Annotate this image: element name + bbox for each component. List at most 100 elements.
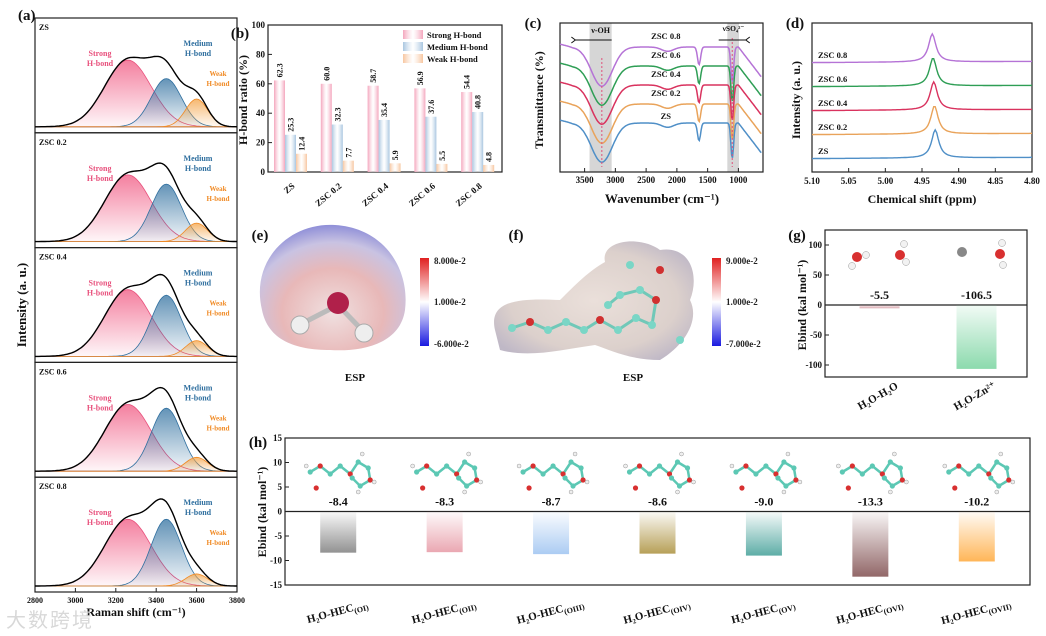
strong-label: H-bond <box>87 518 114 527</box>
y-tick-label: -50 <box>810 330 822 340</box>
strong-label: H-bond <box>87 59 114 68</box>
data-label: -9.0 <box>754 495 773 509</box>
y-axis-label: H-bond ratio (%) <box>236 55 250 145</box>
weak-label: Weak <box>209 185 226 193</box>
atom <box>530 463 536 469</box>
weak-label: H-bond <box>207 539 230 547</box>
series-label: ZSC 0.8 <box>818 50 847 60</box>
fitted-peak-strong <box>35 404 237 472</box>
molecule-structure <box>729 451 803 495</box>
esp-surface-water <box>259 224 406 351</box>
data-label: 12.4 <box>298 137 307 151</box>
strong-label: Strong <box>89 49 112 58</box>
so4-annotation: νSO₄²⁻ <box>722 24 745 33</box>
x-tick-subscript: (OII) <box>458 603 478 616</box>
x-tick-label: ZSC 0.4 <box>360 180 391 208</box>
atom <box>988 475 994 481</box>
atom <box>337 463 343 469</box>
water-oxygen <box>632 485 639 491</box>
strong-label: H-bond <box>87 403 114 412</box>
bar-weak <box>389 163 401 172</box>
nmr-ZSC-0.8 <box>812 32 1033 64</box>
y-tick-label: 60 <box>256 79 266 89</box>
bar <box>320 511 357 553</box>
data-label: -13.3 <box>858 495 883 509</box>
hydrogen-atom <box>679 451 684 457</box>
molecule-structure <box>942 451 1016 495</box>
hydrogen-atom <box>371 479 377 485</box>
sample-label: ZSC 0.8 <box>39 482 67 491</box>
atom <box>568 459 574 465</box>
y-tick-label: -5 <box>275 531 283 541</box>
bar <box>745 511 782 556</box>
atom <box>562 318 570 326</box>
atom <box>791 465 797 471</box>
atom <box>544 326 552 334</box>
hydrogen-atom <box>478 479 483 485</box>
envelope-curve <box>35 273 237 358</box>
medium-label: Medium <box>184 39 213 48</box>
x-tick-label: 1000 <box>729 175 748 185</box>
data-label: 37.6 <box>427 100 436 114</box>
atom <box>570 483 576 489</box>
colorbar <box>712 258 721 346</box>
bar-strong <box>461 92 473 172</box>
weak-label: H-bond <box>207 424 230 432</box>
y-tick-label: 40 <box>256 108 266 118</box>
series-label: ZSC 0.6 <box>818 74 847 84</box>
atom <box>899 477 905 483</box>
bar-strong <box>320 83 332 172</box>
hydrogen-atom <box>781 489 787 495</box>
arrow-left-icon <box>571 36 612 44</box>
atom <box>474 477 480 483</box>
strong-label: Strong <box>89 279 112 288</box>
x-tick-label: H₂O-HEC(OVII) <box>940 597 1013 629</box>
atom <box>580 326 588 334</box>
atom <box>897 465 903 471</box>
atom <box>674 459 681 465</box>
x-tick-label: 3600 <box>189 596 205 605</box>
atom <box>540 471 546 477</box>
x-tick-label: 5.00 <box>877 176 893 186</box>
atom <box>636 463 643 469</box>
envelope-curve <box>35 386 237 472</box>
data-label: 62.3 <box>276 63 285 77</box>
nmr-ZSC-0.2 <box>812 106 1032 136</box>
fitted-peak-weak <box>35 98 238 128</box>
weak-label: H-bond <box>207 310 230 318</box>
data-label: -8.4 <box>329 495 348 509</box>
panel-label: (a) <box>18 8 36 24</box>
hydrogen-atom <box>862 251 870 259</box>
envelope-curve <box>35 498 237 587</box>
data-label: 40.8 <box>474 95 483 109</box>
atom <box>626 261 634 269</box>
atom <box>656 266 664 274</box>
data-label: 7.7 <box>344 148 353 158</box>
bond <box>650 299 658 326</box>
x-axis-label: Wavenumber (cm⁻¹) <box>605 191 719 206</box>
fitted-peak-weak <box>35 573 237 587</box>
nmr-ZSC-0.4 <box>812 80 1033 112</box>
atom <box>614 326 622 334</box>
hydrogen-atom <box>998 239 1006 247</box>
legend-swatch <box>403 42 423 51</box>
plot-frame <box>824 229 1028 378</box>
atom <box>976 463 982 469</box>
x-tick-label: 3400 <box>148 596 164 605</box>
data-label: 60.0 <box>322 67 331 81</box>
hydrogen-atom <box>466 451 471 457</box>
atom <box>454 471 460 477</box>
x-tick-subscript: (OI) <box>353 603 370 616</box>
atom <box>1004 465 1010 471</box>
y-tick-label: 50 <box>813 270 823 280</box>
series-label: ZSC 0.2 <box>651 88 680 98</box>
medium-label: Medium <box>184 154 213 163</box>
x-tick-label: 4.85 <box>987 176 1003 186</box>
y-axis-label: Ebind (kal mol⁻¹) <box>255 467 269 558</box>
hydrogen-atom <box>836 463 841 469</box>
atom <box>508 324 516 332</box>
hydrogen-atom <box>994 489 1000 495</box>
data-label: -5.5 <box>870 288 889 302</box>
hydrogen-atom <box>797 479 803 485</box>
